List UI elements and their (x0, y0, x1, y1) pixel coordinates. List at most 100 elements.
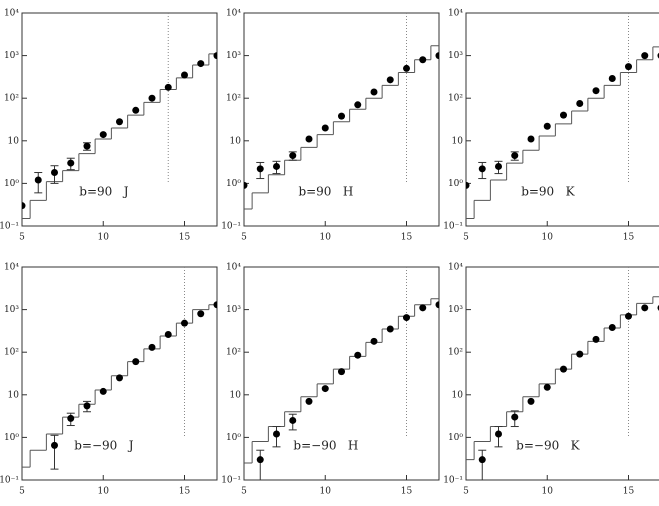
data-point (625, 63, 632, 71)
y-tick-label: 10⁴ (226, 9, 241, 19)
data-point (256, 165, 264, 173)
y-tick-label: 10⁻¹ (0, 222, 19, 232)
data-point (99, 131, 107, 139)
panel: 10⁻¹ 10⁰ 10 10² 10³ 10⁴ 5 10 15 b=90 H (221, 9, 440, 243)
panel: 10⁻¹ 10⁰ 10 10² 10³ 10⁴ 5 10 15 b=−90 K (443, 263, 659, 497)
data-point (338, 368, 345, 376)
x-tick-label: 5 (463, 487, 469, 497)
y-tick-label: 10³ (448, 305, 463, 315)
y-tick-label: 10² (4, 348, 19, 358)
x-tick-label: 15 (401, 487, 413, 497)
data-point (576, 100, 584, 108)
plot-frame (465, 266, 659, 481)
data-point (592, 87, 600, 95)
data-point (51, 441, 58, 449)
x-tick-label: 15 (623, 233, 635, 243)
y-tick-label: 10⁰ (448, 179, 463, 189)
y-tick-label: 10³ (4, 51, 19, 61)
data-point (511, 413, 519, 421)
plot-frame (465, 12, 659, 227)
data-point (148, 343, 156, 351)
data-point (213, 301, 217, 309)
data-point (435, 52, 439, 60)
data-point (354, 351, 362, 359)
data-point (435, 301, 439, 309)
plot-frame (21, 12, 218, 227)
y-tick-label: 10⁰ (226, 179, 241, 189)
panel-label: b=90 K (521, 184, 575, 198)
panel-label: b=−90 J (74, 438, 134, 452)
data-point (181, 319, 188, 327)
x-tick-label: 5 (463, 233, 469, 243)
y-tick-label: 10⁰ (226, 433, 241, 443)
points (478, 304, 659, 480)
data-point (419, 56, 427, 64)
y-tick-label: 10 (452, 136, 464, 146)
data-point (273, 162, 280, 170)
data-point (511, 152, 519, 160)
plot-frame (243, 12, 440, 227)
data-point (321, 124, 329, 132)
data-point (116, 118, 123, 126)
x-tick-label: 10 (542, 487, 554, 497)
data-point (386, 76, 394, 84)
panel-label: b=90 H (298, 184, 353, 198)
data-point (354, 101, 362, 109)
data-point (543, 383, 551, 391)
data-point (67, 414, 75, 422)
data-point (289, 416, 297, 424)
panel: 10⁻¹ 10⁰ 10 10² 10³ 10⁴ 5 10 15 b=−90 H (221, 263, 440, 497)
data-point (543, 122, 551, 130)
y-tick-label: 10⁻¹ (221, 476, 241, 486)
data-point (99, 387, 107, 395)
data-point (83, 402, 91, 410)
data-point (495, 162, 502, 170)
panel: 10⁻¹ 10⁰ 10 10² 10³ 10⁴ 5 10 15 b=−90 J (0, 263, 218, 497)
x-tick-label: 15 (623, 487, 635, 497)
data-point (419, 304, 427, 312)
x-tick-label: 10 (320, 233, 332, 243)
panel-label: b=−90 H (293, 438, 358, 452)
x-tick-label: 5 (19, 487, 25, 497)
y-tick-label: 10⁰ (4, 433, 19, 443)
data-point (34, 176, 42, 184)
panel: 10⁻¹ 10⁰ 10 10² 10³ 10⁴ 5 10 15 b=90 K (443, 9, 659, 243)
plot-frame (21, 266, 218, 481)
plot-frame (243, 266, 440, 481)
data-point (495, 430, 502, 438)
panel-label: b=−90 K (516, 438, 581, 452)
x-tick-label: 5 (241, 233, 247, 243)
x-tick-label: 15 (179, 233, 191, 243)
y-tick-label: 10³ (226, 305, 241, 315)
data-point (560, 365, 567, 373)
data-point (83, 142, 91, 150)
x-tick-label: 10 (542, 233, 554, 243)
data-point (403, 314, 410, 322)
y-tick-label: 10⁻¹ (0, 476, 19, 486)
data-point (592, 335, 600, 343)
data-point (67, 159, 75, 167)
x-tick-label: 5 (241, 487, 247, 497)
data-point (641, 52, 649, 60)
data-point (478, 165, 486, 173)
y-tick-label: 10² (226, 348, 241, 358)
y-tick-label: 10⁴ (448, 263, 463, 273)
data-point (370, 337, 378, 345)
y-tick-label: 10⁻¹ (443, 476, 463, 486)
y-tick-label: 10² (448, 94, 463, 104)
y-tick-label: 10³ (448, 51, 463, 61)
points (22, 52, 217, 210)
y-tick-label: 10⁴ (226, 263, 241, 273)
y-tick-label: 10 (452, 390, 464, 400)
points (256, 301, 439, 480)
y-tick-label: 10⁻¹ (443, 222, 463, 232)
points (244, 52, 439, 189)
x-tick-label: 10 (98, 233, 110, 243)
y-tick-label: 10³ (4, 305, 19, 315)
y-tick-label: 10² (4, 94, 19, 104)
data-point (608, 75, 616, 83)
data-point (576, 350, 584, 358)
data-point (338, 112, 345, 120)
x-tick-label: 15 (179, 487, 191, 497)
